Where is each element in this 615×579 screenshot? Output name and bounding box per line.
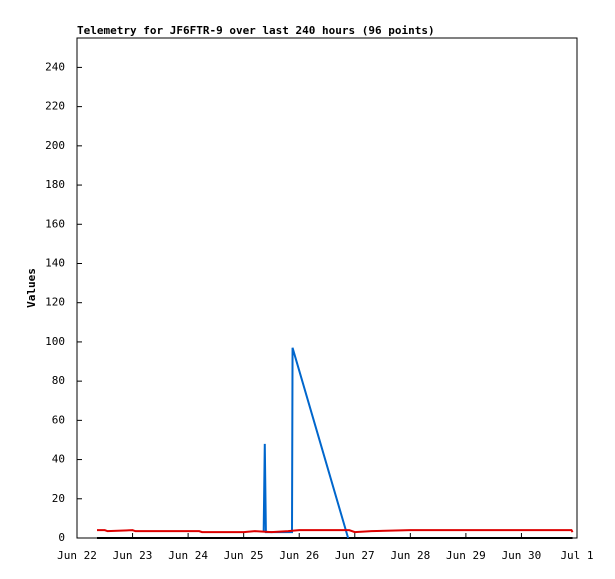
y-tick-label: 180 bbox=[45, 178, 65, 191]
y-tick-label: 0 bbox=[58, 531, 65, 544]
y-tick-label: 20 bbox=[52, 492, 65, 505]
y-tick-label: 80 bbox=[52, 374, 65, 387]
y-axis-label: Values bbox=[25, 268, 38, 308]
chart-title: Telemetry for JF6FTR-9 over last 240 hou… bbox=[77, 24, 435, 37]
x-tick-label: Jun 24 bbox=[168, 549, 208, 562]
y-tick-label: 140 bbox=[45, 256, 65, 269]
x-tick-label: Jun 27 bbox=[335, 549, 375, 562]
series-line bbox=[262, 347, 350, 539]
x-tick-label: Jun 29 bbox=[446, 549, 486, 562]
y-tick-label: 60 bbox=[52, 413, 65, 426]
y-tick-label: 100 bbox=[45, 335, 65, 348]
x-tick-label: Jun 23 bbox=[113, 549, 153, 562]
y-tick-label: 200 bbox=[45, 139, 65, 152]
x-tick-label: Jun 25 bbox=[224, 549, 264, 562]
x-tick-label: Jun 30 bbox=[502, 549, 542, 562]
x-tick-label: Jun 22 bbox=[57, 549, 97, 562]
x-tick-label: Jun 26 bbox=[279, 549, 319, 562]
y-tick-label: 240 bbox=[45, 60, 65, 73]
x-tick-label: Jul 1 bbox=[560, 549, 593, 562]
y-tick-label: 220 bbox=[45, 100, 65, 113]
y-tick-label: 120 bbox=[45, 296, 65, 309]
series-line bbox=[97, 529, 574, 534]
y-tick-label: 160 bbox=[45, 217, 65, 230]
x-tick-label: Jun 28 bbox=[390, 549, 430, 562]
y-tick-label: 40 bbox=[52, 453, 65, 466]
